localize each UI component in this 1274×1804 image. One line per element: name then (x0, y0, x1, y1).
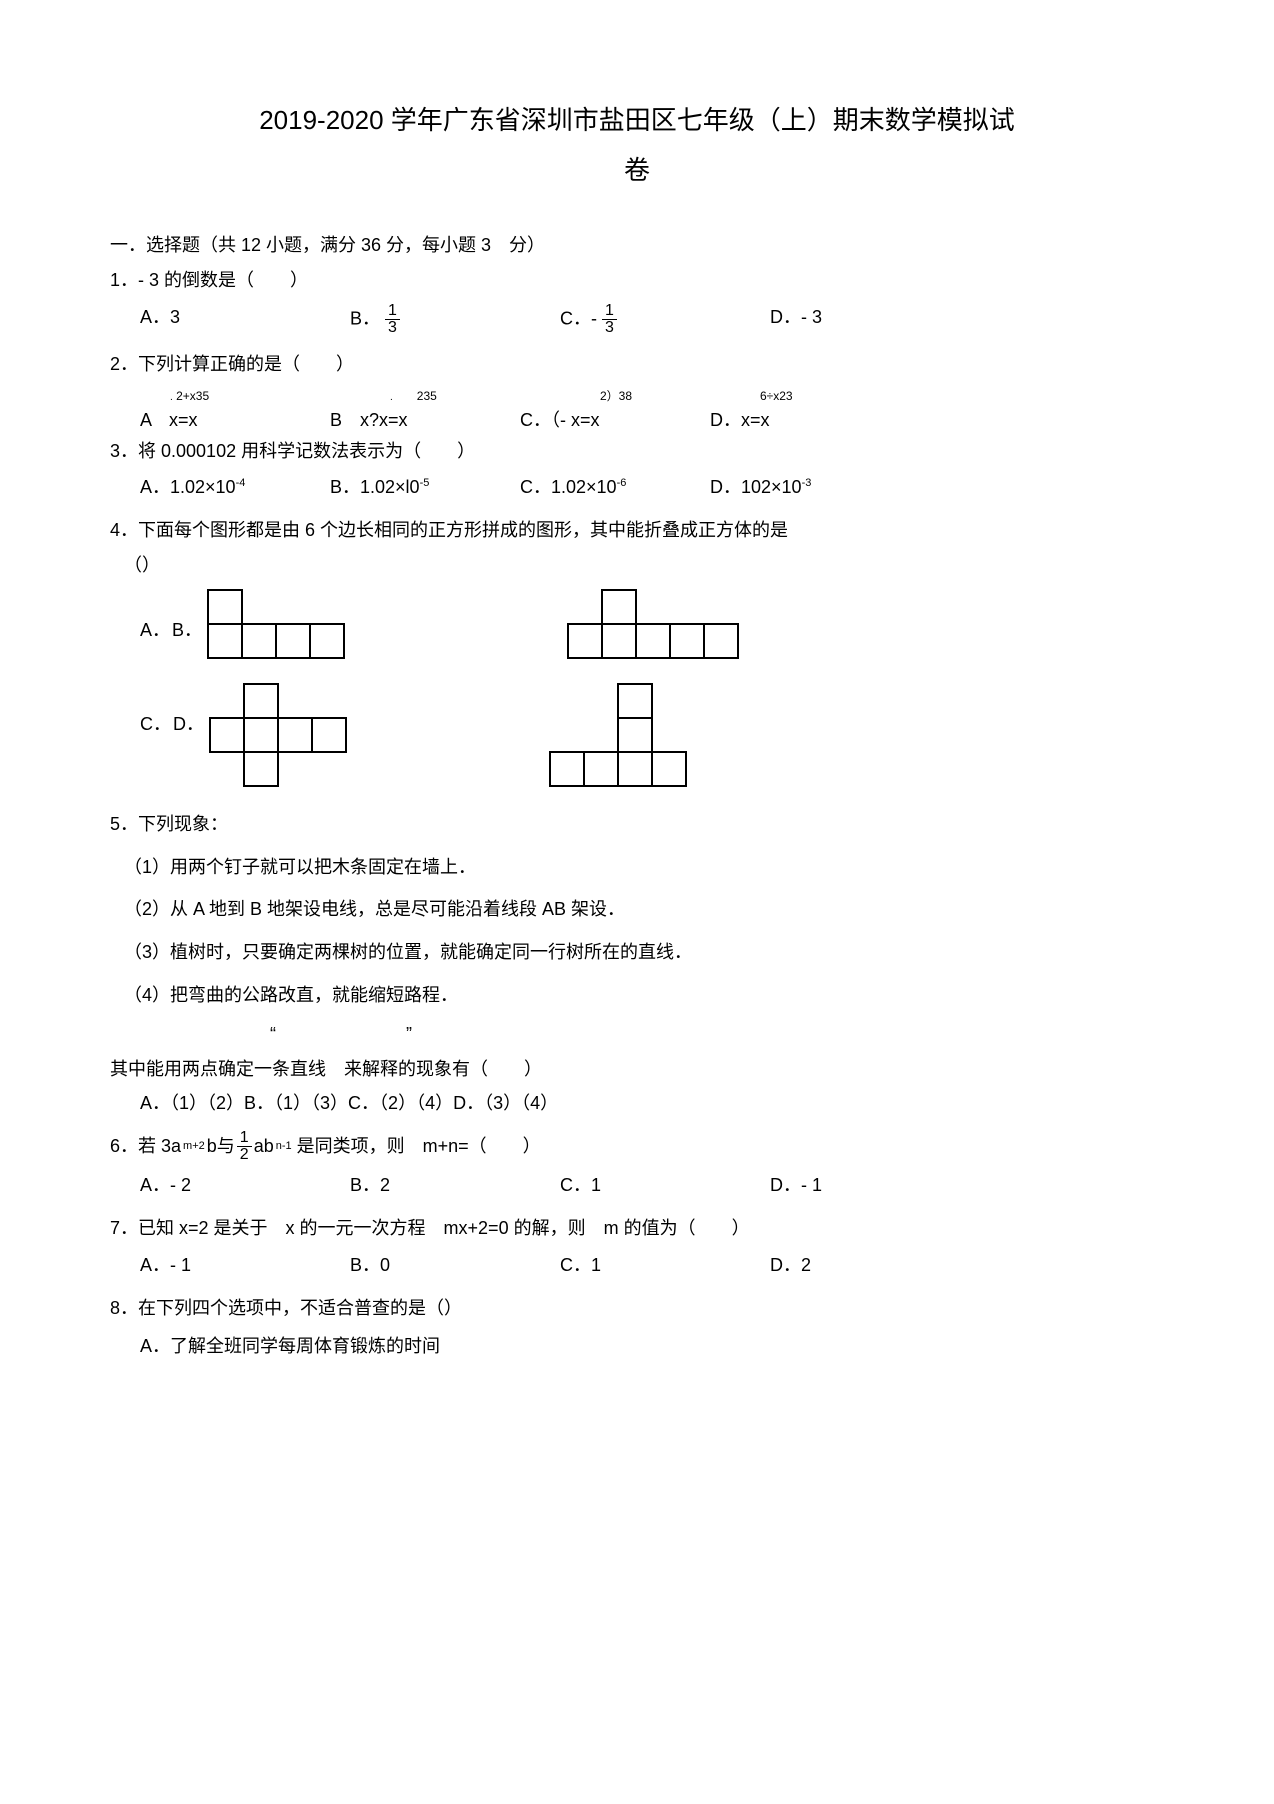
title-line-1: 2019-2020 学年广东省深圳市盐田区七年级（上）期末数学模拟试 (110, 100, 1164, 142)
q4-text: 4．下面每个图形都是由 6 个边长相同的正方形拼成的图形，其中能折叠成正方体的是 (110, 516, 1164, 545)
q2-b-top: 235 (417, 389, 437, 403)
q7-text: 7．已知 x=2 是关于 x 的一元一次方程 mx+2=0 的解，则 m 的值为… (110, 1214, 1164, 1243)
q4-pair-a: A． B． (140, 588, 386, 668)
frac-den: 3 (602, 320, 617, 336)
q5-s4: （4）把弯曲的公路改直，就能缩短路程． (124, 981, 1164, 1010)
q5-s2: （2）从 A 地到 B 地架设电线，总是尽可能沿着线段 AB 架设． (124, 895, 1164, 924)
q2-b-bot: B x?x=x (330, 406, 510, 435)
q6-text: 6．若 3am+2b与 1 2 abn-1 是同类项，则 m+n=（ ） (110, 1130, 1164, 1163)
q8-text: 8．在下列四个选项中，不适合普查的是（） (110, 1294, 1164, 1323)
q2-c-bot: C．（- x=x (520, 406, 700, 435)
q3-a: A．1.02×10-4 (140, 473, 320, 502)
q5-s3: （3）植树时，只要确定两棵树的位置，就能确定同一行树所在的直线． (124, 938, 1164, 967)
q3-b: B．1.02×l0-5 (330, 473, 510, 502)
q5-tail1: 其中能用两点确定一条直线 来解释的现象有（ ） (110, 1055, 1164, 1084)
q4-pair-b (566, 588, 746, 668)
exam-page: 2019-2020 学年广东省深圳市盐田区七年级（上）期末数学模拟试 卷 一．选… (0, 0, 1274, 1447)
q1-opt-c: C．- 1 3 (560, 303, 760, 336)
q2-a-top: 2+x35 (176, 389, 209, 403)
q2-d-bot: D．x=x (710, 406, 890, 435)
q1-opt-a: A．3 (140, 303, 340, 336)
q3-d: D．102×10-3 (710, 473, 890, 502)
q1-opt-d: D．- 3 (770, 303, 970, 336)
q6-mid: 是同类项，则 m+n=（ ） (297, 1136, 541, 1156)
q1-options: A．3 B． 1 3 C．- 1 3 D．- 3 (140, 303, 1164, 336)
q6-ab: ab (254, 1132, 274, 1161)
q4-net-d (548, 682, 728, 796)
q8-a: A．了解全班同学每周体育锻炼的时间 (140, 1332, 1164, 1361)
q5-quotes: “ ” (270, 1020, 1164, 1049)
q4-net-c (208, 682, 368, 796)
q2-text: 2．下列计算正确的是（ ） (110, 350, 1164, 379)
q7-c: C．1 (560, 1251, 760, 1280)
q5-s1: （1）用两个钉子就可以把木条固定在墙上． (124, 853, 1164, 882)
q3-text: 3．将 0.000102 用科学记数法表示为（ ） (110, 437, 1164, 466)
q4-paren: （） (124, 551, 1164, 580)
q2-c: 2）38 C．（- x=x (520, 387, 700, 435)
q3-c-exp: -6 (617, 477, 627, 489)
q3-a-base: A．1.02×10 (140, 477, 236, 497)
q1-b-frac: 1 3 (385, 303, 400, 336)
q6-3a: 3a (161, 1132, 181, 1161)
q6-frac: 1 2 (237, 1130, 252, 1163)
q3-c: C．1.02×10-6 (520, 473, 700, 502)
q1-c-label: C．- (560, 308, 597, 328)
q3-a-exp: -4 (236, 477, 246, 489)
q1-text: 1．- 3 的倒数是（ ） (110, 266, 1164, 295)
frac-den: 3 (385, 320, 400, 336)
q7-d: D．2 (770, 1251, 970, 1280)
q3-d-exp: -3 (802, 477, 812, 489)
q6-c: C．1 (560, 1171, 760, 1200)
q6-b: B．2 (350, 1171, 550, 1200)
section-heading: 一．选择题（共 12 小题，满分 36 分，每小题 3 分） (110, 231, 1164, 260)
q6-b: b与 (207, 1132, 235, 1161)
q2-c-top: 2）38 (600, 389, 632, 403)
q2-d: 6÷x23 D．x=x (710, 387, 890, 435)
q2-d-top: 6÷x23 (760, 389, 793, 403)
frac-num: 1 (602, 303, 617, 320)
q4-pair-c: C． D． (140, 682, 368, 796)
q3-d-base: D．102×10 (710, 477, 802, 497)
q2-b: . 235 B x?x=x (330, 387, 510, 435)
q3-b-exp: -5 (420, 477, 430, 489)
q5-opts: A．（1）（2）B．（1）（3）C．（2）（4）D．（3）（4） (140, 1089, 1164, 1118)
q3-c-base: C．1.02×10 (520, 477, 617, 497)
q4-d-label-inline: D． (173, 710, 204, 739)
q1-opt-b: B． 1 3 (350, 303, 550, 336)
q4-pair-d (548, 682, 728, 796)
q6-options: A．- 2 B．2 C．1 D．- 1 (140, 1171, 1164, 1200)
q5-quote-l: “ (270, 1024, 276, 1044)
q4-net-a (206, 588, 386, 668)
q7-a: A．- 1 (140, 1251, 340, 1280)
q1-c-frac: 1 3 (602, 303, 617, 336)
q4-net-b (566, 588, 746, 668)
q7-options: A．- 1 B．0 C．1 D．2 (140, 1251, 1164, 1280)
q3-options: A．1.02×10-4 B．1.02×l0-5 C．1.02×10-6 D．10… (140, 473, 1164, 502)
q6-n: n-1 (276, 1138, 292, 1156)
q5-text: 5．下列现象： (110, 810, 1164, 839)
frac-num: 1 (385, 303, 400, 320)
q6-expr: 3am+2b与 1 2 abn-1 (161, 1130, 292, 1163)
q4-a-label: A． (140, 616, 170, 645)
q6-prefix: 6．若 (110, 1136, 161, 1156)
q4-row-ab: A． B． (140, 588, 1164, 668)
title-line-2: 卷 (110, 150, 1164, 192)
q6-a: A．- 2 (140, 1171, 340, 1200)
q6-d: D．- 1 (770, 1171, 970, 1200)
q2-a: . 2+x35 A x=x (140, 387, 320, 435)
frac-num: 1 (237, 1130, 252, 1147)
q4-c-label: C． (140, 710, 171, 739)
q2-a-bot: A x=x (140, 406, 320, 435)
q5-quote-r: ” (406, 1024, 412, 1044)
q7-b: B．0 (350, 1251, 550, 1280)
q4-row-cd: C． D． (140, 682, 1164, 796)
q3-b-base: B．1.02×l0 (330, 477, 420, 497)
frac-den: 2 (237, 1147, 252, 1163)
q4-b-label-inline: B． (172, 616, 202, 645)
q1-b-label: B． (350, 308, 380, 328)
q6-m: m+2 (183, 1138, 205, 1156)
q2-options: . 2+x35 A x=x . 235 B x?x=x 2）38 C．（- x=… (140, 387, 1164, 435)
